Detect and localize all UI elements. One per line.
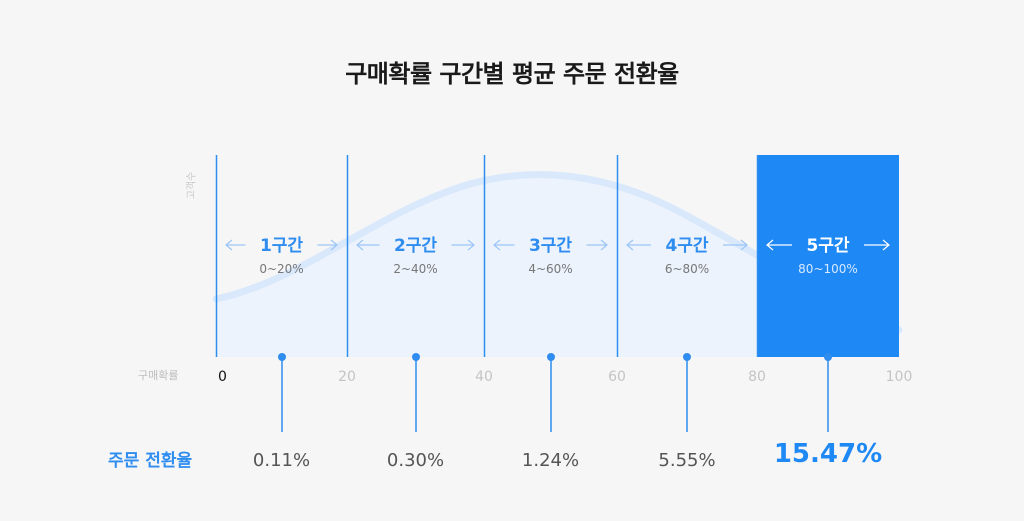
rate-marker-dot [683,353,691,361]
segment-arrow-left-head [493,239,501,251]
segment-name: 4구간 [665,236,708,256]
x-tick-label: 100 [886,369,913,385]
conversion-rate-value: 1.24% [522,450,579,471]
segment-arrow-right-head [467,239,475,251]
chart-title: 구매확률 구간별 평균 주문 전환율 [345,60,679,88]
segment-range: 2~40% [393,262,437,276]
segment-arrow-left-head [766,239,774,251]
segment-arrow-right-head [882,239,890,251]
rate-marker-dot [278,353,286,361]
segment-name: 1구간 [260,236,303,256]
conversion-rate-value: 0.30% [387,450,444,471]
segment-name: 5구간 [806,236,849,256]
conversion-rate-label: 주문 전환율 [108,451,193,471]
y-axis-label: 고객수 [186,171,198,200]
x-tick-label: 20 [338,369,356,385]
rate-marker-dot [412,353,420,361]
conversion-rate-value: 0.11% [253,450,310,471]
segment-arrow-right-head [740,239,748,251]
segment-range: 80~100% [798,262,858,276]
segment-arrow-left-head [225,239,233,251]
segment-arrow-right-head [600,239,608,251]
x-tick-label: 0 [218,369,227,385]
conversion-rate-value: 15.47% [774,439,882,469]
x-axis-label: 구매확률 [138,369,179,382]
segment-arrow-left-head [626,239,634,251]
rate-marker-dot [824,353,832,361]
segment-name: 3구간 [529,236,572,256]
segment-range: 4~60% [528,262,572,276]
x-tick-label: 80 [748,369,766,385]
conversion-rate-value: 5.55% [658,450,715,471]
segment-range: 0~20% [259,262,303,276]
rate-marker-dot [547,353,555,361]
segment-arrow-left-head [356,239,364,251]
segment-highlight-bar [757,155,899,357]
segment-name: 2구간 [394,236,437,256]
segment-arrow-right-head [330,239,338,251]
x-tick-label: 60 [608,369,626,385]
segment-range: 6~80% [665,262,709,276]
x-tick-label: 40 [475,369,493,385]
